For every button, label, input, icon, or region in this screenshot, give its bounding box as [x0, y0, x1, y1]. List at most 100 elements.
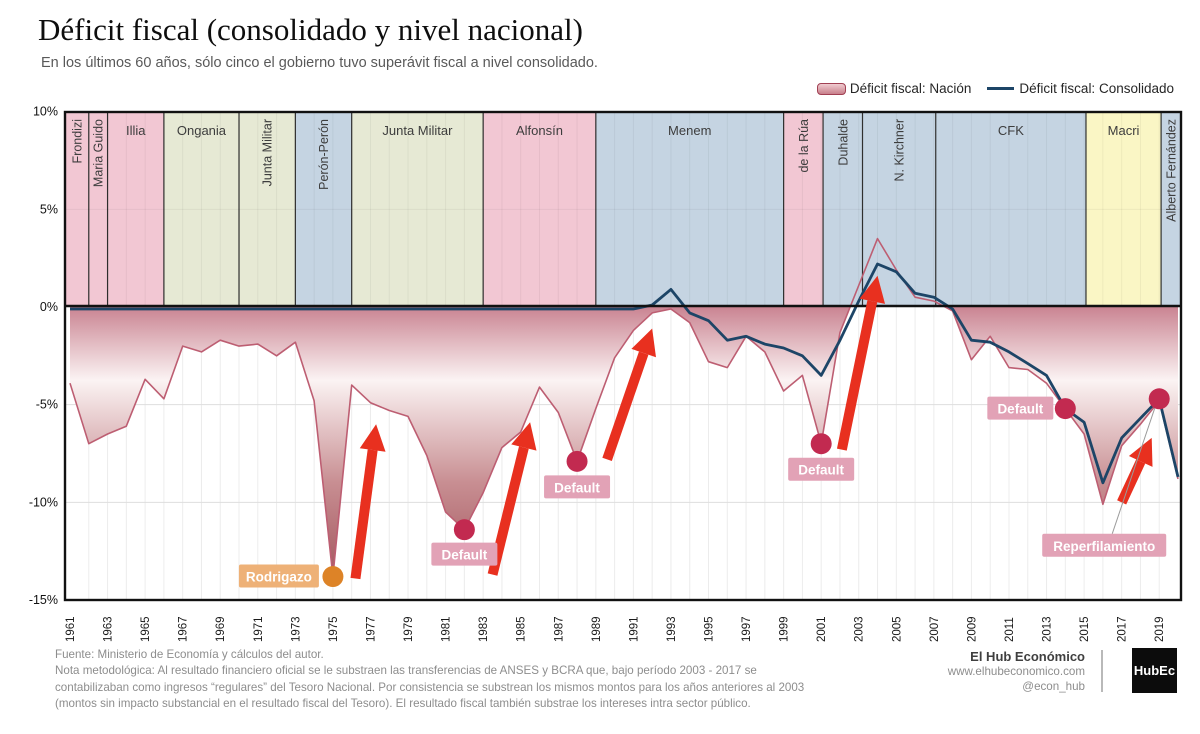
- annotation-arrow: [602, 351, 649, 461]
- y-tick-label: -15%: [29, 593, 58, 607]
- x-tick-label: 1999: [779, 616, 791, 642]
- x-tick-label: 1961: [65, 616, 77, 642]
- band-label: Alfonsín: [516, 123, 563, 138]
- band-label: Junta Militar: [261, 119, 275, 186]
- band-label: de la Rúa: [797, 119, 811, 173]
- x-tick-label: 1987: [553, 616, 565, 642]
- band-ongania: [163, 112, 240, 307]
- x-tick-label: 2009: [966, 616, 978, 642]
- line-nacion: [69, 237, 1179, 578]
- annotation-label: Rodrigazo: [246, 570, 312, 585]
- legend-item-nacion: Déficit fiscal: Nación: [816, 81, 971, 96]
- band-illia: [107, 112, 164, 307]
- annotation-dot: [810, 433, 832, 455]
- band-alfons-n: [483, 112, 596, 307]
- y-tick-label: 5%: [40, 202, 58, 216]
- x-tick-label: 1967: [178, 616, 190, 642]
- annotation-arrowhead: [631, 328, 656, 358]
- y-tick-label: -5%: [36, 398, 58, 412]
- annotations: Rodrigazo Default Default Default Default Rep…: [238, 275, 1170, 588]
- x-tick-label: 1979: [403, 616, 415, 642]
- annotation-label-box: [788, 457, 855, 481]
- x-tick-label: 1971: [253, 616, 265, 642]
- band-macri: [1085, 112, 1162, 307]
- x-tick-label: 1963: [103, 616, 115, 642]
- annotation-label-box: [238, 564, 319, 588]
- x-tick-label: 2017: [1117, 616, 1129, 642]
- annotation-label-box: [431, 542, 498, 566]
- nacion-swatch-icon: [816, 82, 846, 95]
- band-frondizi: [65, 112, 89, 307]
- x-tick-label: 1985: [516, 616, 528, 642]
- source-line: Fuente: Ministerio de Economía y cálculo…: [55, 648, 324, 661]
- band-label: Perón-Perón: [317, 119, 331, 190]
- page-title: Déficit fiscal (consolidado y nivel naci…: [38, 12, 583, 47]
- band-label: Illia: [126, 123, 146, 138]
- annotation-dot: [1148, 388, 1170, 410]
- band-cfk: [935, 112, 1086, 307]
- annotation-label: Reperfilamiento: [1053, 539, 1155, 554]
- annotation-dot: [566, 450, 588, 472]
- nota-line-2: contabilizaban como ingresos “regulares”…: [55, 680, 805, 694]
- brand-block: El Hub Económico www.elhubeconomico.com …: [948, 649, 1085, 694]
- header: Déficit fiscal (consolidado y nivel naci…: [38, 12, 598, 71]
- legend-consolidado-label: Déficit fiscal: Consolidado: [1019, 81, 1174, 96]
- legend: Déficit fiscal: Nación Déficit fiscal: C…: [816, 81, 1174, 96]
- band-label: N. Kirchner: [893, 119, 907, 182]
- annotation-label-box: [987, 396, 1054, 420]
- band-menem: [595, 112, 784, 307]
- x-tick-label: 1993: [666, 616, 678, 642]
- consolidado-line-icon: [987, 86, 1015, 91]
- annotation-label: Default: [997, 402, 1043, 417]
- series: [69, 237, 1180, 578]
- annotation-label-box: [1042, 533, 1167, 557]
- leader-line: [1111, 406, 1156, 534]
- band-label: Macri: [1108, 123, 1140, 138]
- x-tick-label: 2005: [891, 616, 903, 642]
- annotation-arrowhead: [859, 275, 886, 304]
- x-tick-label: 1969: [215, 616, 227, 642]
- x-tick-label: 1965: [140, 616, 152, 642]
- logo-text: HubEc: [1133, 663, 1176, 678]
- annotation-arrowhead: [1128, 437, 1153, 467]
- brand-name: El Hub Económico: [970, 649, 1085, 664]
- hubec-logo: HubEc: [1132, 648, 1177, 693]
- x-tick-label: 2015: [1079, 616, 1091, 642]
- annotation-dot: [322, 566, 344, 588]
- nota-line-1: Nota metodológica: Al resultado financie…: [55, 664, 757, 678]
- x-tick-label: 1981: [441, 616, 453, 642]
- annotation-arrow: [487, 446, 529, 576]
- x-tick-label: 1991: [628, 616, 640, 642]
- band-de-la-r-a: [783, 112, 824, 307]
- y-tick-label: -10%: [29, 495, 58, 509]
- x-tick-label: 2007: [929, 616, 941, 642]
- nota-line-3: (montos sin impacto substancial en el re…: [55, 697, 751, 711]
- legend-item-consolidado: Déficit fiscal: Consolidado: [987, 81, 1174, 96]
- band-junta-militar: [351, 112, 484, 307]
- line-consolidado: [70, 262, 1180, 485]
- band-label: Maria Guido: [92, 119, 106, 187]
- x-tick-label: 1989: [591, 616, 603, 642]
- annotation-arrowhead: [359, 424, 386, 452]
- brand-url: www.elhubeconomico.com: [947, 665, 1085, 678]
- y-tick-label: 10%: [33, 105, 58, 119]
- annotation-arrowhead: [511, 422, 537, 451]
- x-tick-label: 2011: [1004, 617, 1016, 642]
- band-label: Frondizi: [70, 119, 84, 163]
- brand-handle: @econ_hub: [1022, 680, 1085, 693]
- annotation-arrow: [350, 449, 378, 580]
- area-nacion: [70, 307, 1178, 577]
- annotation-arrow: [836, 300, 878, 451]
- band-junta-militar: [239, 112, 296, 307]
- plot-frame: [63, 110, 1183, 602]
- plot-border: [63, 110, 1183, 602]
- x-tick-label: 1977: [365, 616, 377, 642]
- annotation-dot: [453, 519, 475, 541]
- band-duhalde: [823, 112, 863, 307]
- x-tick-label: 2019: [1154, 616, 1166, 642]
- x-tick-label: 2003: [854, 616, 866, 642]
- x-tick-label: 1995: [704, 616, 716, 642]
- band-label: CFK: [998, 123, 1024, 138]
- annotation-label: Default: [798, 463, 844, 478]
- brand-separator: [1101, 650, 1103, 692]
